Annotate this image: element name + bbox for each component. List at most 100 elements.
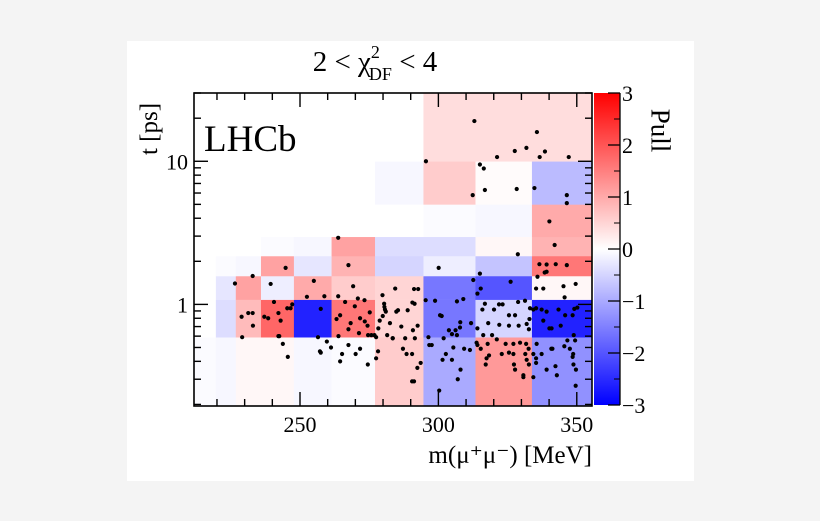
data-point xyxy=(277,334,282,339)
data-point xyxy=(443,351,448,357)
data-point xyxy=(566,154,571,160)
data-point xyxy=(339,351,345,357)
data-point xyxy=(472,118,477,124)
data-point xyxy=(315,335,321,340)
data-point xyxy=(565,338,570,343)
heatmap-cell xyxy=(293,299,332,338)
data-point xyxy=(534,341,539,346)
data-point xyxy=(573,367,579,372)
data-point xyxy=(454,299,460,304)
data-point xyxy=(522,298,528,303)
data-point xyxy=(441,336,446,341)
heatmap-cell xyxy=(331,204,376,238)
heatmap-cell xyxy=(475,337,533,407)
data-point xyxy=(484,356,489,361)
heatmap-cell xyxy=(215,337,237,407)
colorbar-tick-label: −2 xyxy=(622,341,645,366)
data-point xyxy=(322,294,327,299)
data-point xyxy=(499,351,504,357)
colorbar-tick-label: 0 xyxy=(622,237,633,262)
y-tick-label: 10 xyxy=(166,149,188,174)
data-point xyxy=(409,379,415,384)
data-point xyxy=(512,148,517,154)
data-point xyxy=(336,334,341,339)
data-point xyxy=(491,307,497,312)
data-point xyxy=(533,360,539,366)
data-point xyxy=(558,323,563,328)
data-point xyxy=(517,340,523,345)
data-point xyxy=(328,345,334,350)
heatmap-cell xyxy=(375,93,424,162)
data-point xyxy=(461,296,466,302)
data-point xyxy=(416,286,421,292)
data-point xyxy=(533,306,539,311)
data-point xyxy=(570,313,575,318)
heatmap-cell xyxy=(235,93,262,162)
heatmap-cell xyxy=(260,255,295,277)
data-point xyxy=(542,149,548,154)
heatmap-cell xyxy=(260,337,295,407)
data-point xyxy=(232,281,238,286)
heatmap-cell xyxy=(531,255,593,277)
axis-ticks xyxy=(194,92,592,406)
data-point xyxy=(357,346,363,351)
heatmap-cell xyxy=(375,236,424,257)
heatmap-cell xyxy=(293,255,332,277)
data-point xyxy=(553,262,558,267)
data-point xyxy=(423,298,428,303)
heatmap-cell xyxy=(475,93,533,162)
data-point xyxy=(377,318,382,323)
data-point xyxy=(483,362,488,367)
heatmap-cell xyxy=(293,236,332,257)
data-point xyxy=(547,219,552,224)
data-point xyxy=(563,313,568,318)
data-point xyxy=(561,284,566,289)
data-point xyxy=(290,302,295,307)
chart-title: 2 < χ2DF < 4 xyxy=(0,43,750,83)
heatmap-cell xyxy=(215,275,237,300)
data-point xyxy=(478,286,483,291)
colorbar-tick-label: 1 xyxy=(622,185,633,210)
data-point xyxy=(532,185,537,191)
data-point xyxy=(486,353,492,358)
data-point xyxy=(506,313,512,318)
data-point xyxy=(458,320,463,325)
data-point xyxy=(462,346,467,351)
data-point xyxy=(516,299,521,305)
data-point xyxy=(514,186,519,192)
data-point xyxy=(449,332,455,337)
heatmap-cell xyxy=(331,93,376,162)
data-point xyxy=(564,263,569,268)
data-point xyxy=(475,342,480,348)
data-point xyxy=(338,359,343,364)
data-point xyxy=(409,351,415,357)
heatmap-cell xyxy=(531,236,593,257)
data-point xyxy=(382,301,387,306)
data-point xyxy=(541,318,546,323)
data-point xyxy=(511,351,516,357)
data-point xyxy=(387,321,393,326)
data-point xyxy=(497,322,502,327)
data-point xyxy=(482,187,487,193)
axis-tick-labels: 250 300 350 1 10 xyxy=(166,149,593,437)
data-point xyxy=(564,193,569,198)
heatmap-cell xyxy=(194,204,217,238)
data-point xyxy=(537,262,542,267)
x-tick-label: 250 xyxy=(284,412,317,437)
heatmap-cell xyxy=(423,275,476,300)
data-point xyxy=(503,341,508,346)
data-point xyxy=(240,335,245,340)
data-point xyxy=(451,345,456,350)
data-point xyxy=(534,129,540,135)
heatmap-cell xyxy=(475,255,533,277)
data-point xyxy=(482,301,487,306)
title-suffix: < 4 xyxy=(391,46,438,78)
data-point xyxy=(353,351,358,357)
heatmap-cell xyxy=(375,299,424,338)
data-point xyxy=(573,281,578,287)
heatmap-cell xyxy=(260,93,295,162)
data-point xyxy=(404,351,409,357)
data-point xyxy=(477,162,483,167)
data-point xyxy=(533,356,539,361)
data-point xyxy=(467,347,473,353)
